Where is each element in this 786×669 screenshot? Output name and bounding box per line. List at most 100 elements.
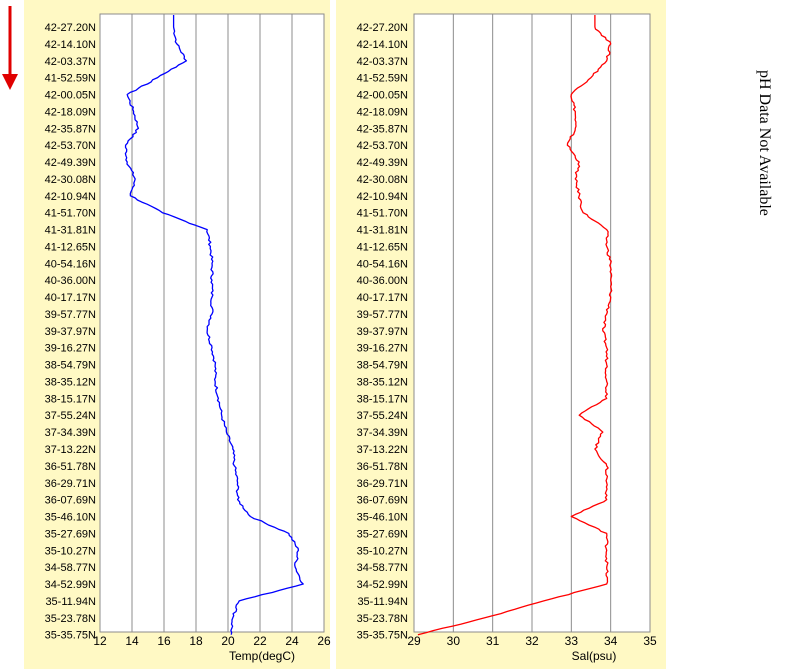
- salinity-latitude-label: 36-29.71N: [357, 478, 408, 490]
- salinity-latitude-label: 37-13.22N: [357, 444, 408, 456]
- temp-latitude-label: 35-35.75N: [45, 630, 96, 642]
- down-arrow-icon: [2, 6, 18, 90]
- salinity-x-tick-label: 34: [604, 634, 618, 648]
- salinity-x-tick-labels: 29 30 31 32 33 34 35: [407, 634, 657, 648]
- salinity-x-axis-label: Sal(psu): [572, 649, 617, 663]
- temp-latitude-label: 39-37.97N: [45, 326, 96, 338]
- salinity-latitude-label: 41-51.70N: [357, 208, 408, 220]
- temp-latitude-label: 40-17.17N: [45, 292, 96, 304]
- temp-chart: 42-27.20N 42-14.10N 42-03.37N 41-52.59N 42-0…: [24, 0, 331, 669]
- salinity-latitude-label: 36-51.78N: [357, 461, 408, 473]
- salinity-latitude-label: 41-12.65N: [357, 241, 408, 253]
- salinity-latitude-label: 37-34.39N: [357, 427, 408, 439]
- salinity-latitude-label: 42-18.09N: [357, 106, 408, 118]
- temp-latitude-label: 42-00.05N: [45, 90, 96, 102]
- temp-latitude-label: 39-16.27N: [45, 343, 96, 355]
- temp-x-tick-label: 16: [157, 634, 171, 648]
- salinity-series-line: [417, 15, 613, 636]
- salinity-latitude-label: 42-49.39N: [357, 157, 408, 169]
- salinity-latitude-label: 37-55.24N: [357, 410, 408, 422]
- salinity-latitude-label: 42-03.37N: [357, 56, 408, 68]
- temp-latitude-label: 37-13.22N: [45, 444, 96, 456]
- temp-latitude-label: 36-51.78N: [45, 461, 96, 473]
- temp-latitude-label: 42-14.10N: [45, 39, 96, 51]
- temp-x-tick-label: 20: [221, 634, 235, 648]
- salinity-x-tick-label: 30: [447, 634, 461, 648]
- salinity-latitude-label: 34-58.77N: [357, 562, 408, 574]
- salinity-latitude-label: 41-31.81N: [357, 225, 408, 237]
- salinity-latitude-label: 38-35.12N: [357, 376, 408, 388]
- salinity-latitude-label: 41-52.59N: [357, 73, 408, 85]
- temp-latitude-label: 35-11.94N: [45, 596, 96, 608]
- temp-latitude-label: 42-49.39N: [45, 157, 96, 169]
- salinity-latitude-label: 35-46.10N: [357, 512, 408, 524]
- salinity-latitude-label: 35-27.69N: [357, 528, 408, 540]
- salinity-series: [417, 15, 613, 636]
- temp-x-tick-label: 26: [317, 634, 331, 648]
- temp-latitude-label: 40-54.16N: [45, 258, 96, 270]
- salinity-latitude-label: 42-00.05N: [357, 90, 408, 102]
- temp-latitude-label: 34-52.99N: [45, 579, 96, 591]
- temp-x-tick-label: 22: [253, 634, 267, 648]
- temp-series-line: [124, 15, 304, 635]
- salinity-latitude-label: 34-52.99N: [357, 579, 408, 591]
- salinity-latitude-label: 35-10.27N: [357, 545, 408, 557]
- temp-latitude-label: 42-30.08N: [45, 174, 96, 186]
- salinity-latitude-label: 40-54.16N: [357, 258, 408, 270]
- temp-latitude-label: 34-58.77N: [45, 562, 96, 574]
- temp-latitude-label: 41-12.65N: [45, 241, 96, 253]
- temp-latitude-labels: 42-27.20N 42-14.10N 42-03.37N 41-52.59N 42-0…: [45, 22, 96, 642]
- temp-latitude-label: 41-52.59N: [45, 73, 96, 85]
- temp-grid: [131, 14, 293, 632]
- salinity-latitude-label: 42-53.70N: [357, 140, 408, 152]
- salinity-latitude-label: 39-57.77N: [357, 309, 408, 321]
- temp-latitude-label: 37-34.39N: [45, 427, 96, 439]
- temp-x-tick-label: 12: [93, 634, 107, 648]
- temp-latitude-label: 42-10.94N: [45, 191, 96, 203]
- temp-latitude-label: 42-03.37N: [45, 56, 96, 68]
- salinity-chart: 42-27.20N 42-14.10N 42-03.37N 41-52.59N 42-0…: [336, 0, 666, 669]
- salinity-latitude-label: 42-10.94N: [357, 191, 408, 203]
- salinity-latitude-label: 35-35.75N: [357, 630, 408, 642]
- temp-x-axis-label: Temp(degC): [229, 649, 295, 663]
- temp-latitude-label: 40-36.00N: [45, 275, 96, 287]
- temp-latitude-label: 36-07.69N: [45, 495, 96, 507]
- salinity-latitude-label: 42-27.20N: [357, 22, 408, 34]
- temp-latitude-label: 35-46.10N: [45, 512, 96, 524]
- temp-latitude-label: 38-15.17N: [45, 393, 96, 405]
- temp-latitude-label: 36-29.71N: [45, 478, 96, 490]
- temp-x-tick-label: 24: [285, 634, 299, 648]
- temp-latitude-label: 42-18.09N: [45, 106, 96, 118]
- salinity-x-tick-label: 33: [565, 634, 579, 648]
- salinity-latitude-label: 42-35.87N: [357, 123, 408, 135]
- temp-latitude-label: 35-23.78N: [45, 613, 96, 625]
- temp-x-tick-label: 18: [189, 634, 203, 648]
- salinity-latitude-labels: 42-27.20N 42-14.10N 42-03.37N 41-52.59N 42-0…: [357, 22, 408, 642]
- salinity-latitude-label: 39-16.27N: [357, 343, 408, 355]
- temp-latitude-label: 37-55.24N: [45, 410, 96, 422]
- temp-x-tick-labels: 12 14 16 18 20 22 24 26: [93, 634, 331, 648]
- salinity-latitude-label: 38-54.79N: [357, 360, 408, 372]
- salinity-latitude-label: 36-07.69N: [357, 495, 408, 507]
- temp-plot-area: [99, 13, 325, 633]
- salinity-latitude-label: 40-17.17N: [357, 292, 408, 304]
- salinity-grid: [452, 14, 612, 632]
- temp-latitude-label: 42-53.70N: [45, 140, 96, 152]
- salinity-latitude-label: 42-14.10N: [357, 39, 408, 51]
- temp-latitude-label: 38-35.12N: [45, 376, 96, 388]
- temp-latitude-label: 41-51.70N: [45, 208, 96, 220]
- salinity-x-tick-label: 31: [486, 634, 500, 648]
- salinity-x-tick-label: 35: [643, 634, 657, 648]
- temp-x-tick-label: 14: [125, 634, 139, 648]
- salinity-latitude-label: 38-15.17N: [357, 393, 408, 405]
- salinity-latitude-label: 40-36.00N: [357, 275, 408, 287]
- temp-latitude-label: 35-10.27N: [45, 545, 96, 557]
- temp-latitude-label: 39-57.77N: [45, 309, 96, 321]
- salinity-latitude-label: 35-23.78N: [357, 613, 408, 625]
- salinity-x-tick-label: 29: [407, 634, 421, 648]
- salinity-x-tick-label: 32: [525, 634, 539, 648]
- ph-unavailable-note: pH Data Not Available: [756, 70, 773, 216]
- salinity-latitude-label: 39-37.97N: [357, 326, 408, 338]
- temp-latitude-label: 41-31.81N: [45, 225, 96, 237]
- temp-latitude-label: 35-27.69N: [45, 528, 96, 540]
